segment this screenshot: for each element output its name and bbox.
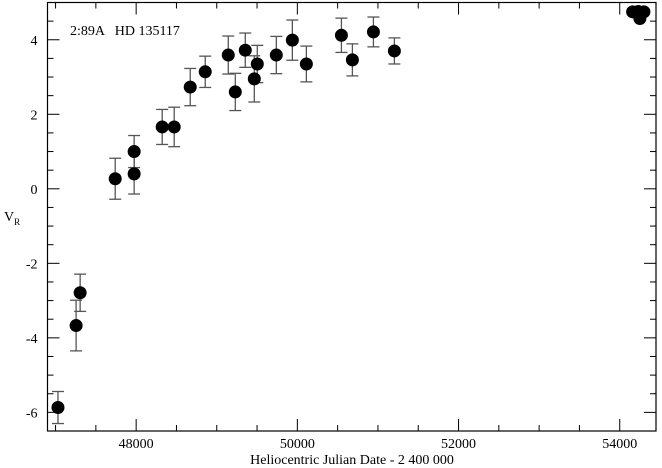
error-bars bbox=[51, 16, 401, 425]
axis-ticks bbox=[47, 2, 656, 432]
data-point bbox=[633, 12, 647, 26]
data-point bbox=[183, 80, 197, 94]
data-point bbox=[269, 48, 283, 62]
data-points bbox=[51, 4, 651, 415]
x-axis-label: Heliocentric Julian Date - 2 400 000 bbox=[250, 453, 454, 468]
y-tick-label: 0 bbox=[31, 183, 38, 198]
y-tick-label: -4 bbox=[26, 332, 38, 347]
data-point bbox=[69, 319, 83, 333]
x-tick-label: 48000 bbox=[119, 437, 154, 452]
data-point bbox=[238, 43, 252, 57]
y-axis-label-main: V bbox=[4, 210, 14, 225]
y-axis-label: VR bbox=[4, 210, 20, 227]
data-point bbox=[155, 120, 169, 134]
chart-annotation: 2:89A HD 135117 bbox=[70, 24, 180, 39]
data-point bbox=[221, 48, 235, 62]
data-point bbox=[198, 65, 212, 79]
data-point bbox=[228, 85, 242, 99]
y-tick-label: -6 bbox=[26, 406, 38, 421]
data-point bbox=[299, 57, 313, 71]
data-point bbox=[73, 286, 87, 300]
data-point bbox=[334, 28, 348, 42]
data-point bbox=[127, 145, 141, 159]
data-point bbox=[366, 25, 380, 39]
x-tick-label: 52000 bbox=[441, 437, 476, 452]
data-point bbox=[345, 53, 359, 67]
data-point bbox=[250, 57, 264, 71]
x-tick-label: 54000 bbox=[602, 437, 637, 452]
y-tick-label: 4 bbox=[31, 34, 38, 49]
x-tick-label: 50000 bbox=[280, 437, 315, 452]
y-axis-label-subscript: R bbox=[14, 217, 20, 227]
data-point bbox=[51, 401, 65, 415]
data-point bbox=[285, 33, 299, 47]
y-tick-label: -2 bbox=[26, 257, 38, 272]
plot-frame bbox=[46, 1, 657, 432]
data-point bbox=[127, 167, 141, 181]
y-tick-label: 2 bbox=[31, 108, 38, 123]
data-point bbox=[108, 172, 122, 186]
data-point bbox=[167, 120, 181, 134]
data-point bbox=[387, 44, 401, 58]
data-point bbox=[247, 72, 261, 86]
tick-labels: 48000 50000 52000 54000 -6 -4 -2 0 2 4 bbox=[26, 34, 637, 452]
